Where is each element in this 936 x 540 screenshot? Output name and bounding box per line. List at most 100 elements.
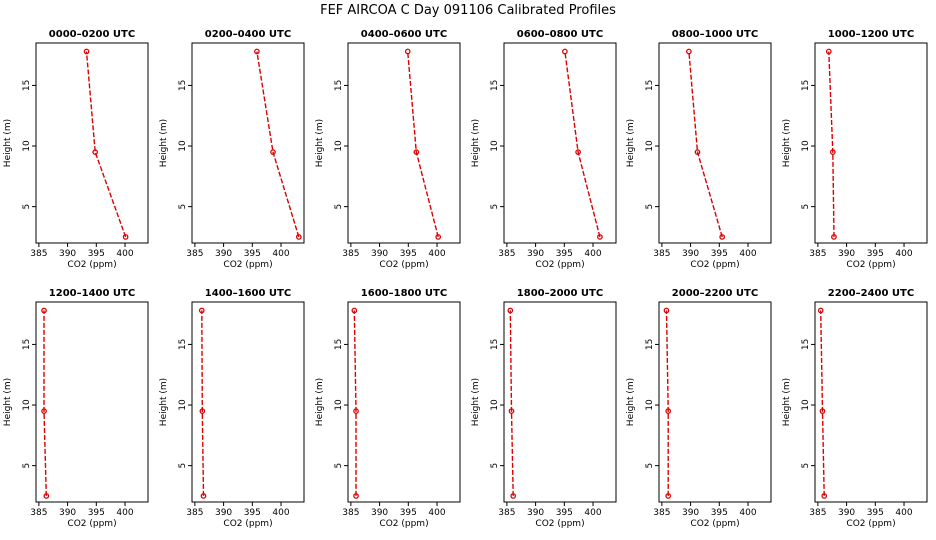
profile-line (665, 310, 669, 496)
profile-line (564, 51, 601, 238)
x-tick-label: 390 (527, 508, 544, 518)
data-point (825, 48, 832, 55)
x-axis-label: CO2 (ppm) (846, 519, 895, 529)
data-point (575, 149, 581, 155)
x-tick-label: 390 (682, 249, 699, 259)
y-tick-label: 5 (22, 204, 32, 210)
y-tick-label: 5 (801, 204, 811, 210)
profile-panel: 0200–0400 UTC 385 390 395 400 5 10 15 CO2 (ppm) H… (159, 29, 305, 270)
x-axis-label: CO2 (ppm) (223, 260, 272, 270)
data-point (353, 408, 359, 414)
data-point (831, 234, 837, 240)
y-tick-label: 10 (178, 140, 188, 152)
y-tick-label: 5 (801, 463, 811, 469)
x-tick-label: 395 (556, 508, 573, 518)
y-tick-label: 15 (801, 80, 811, 91)
x-tick-label: 385 (809, 508, 826, 518)
y-axis-label: Height (m) (3, 378, 13, 426)
x-tick-label: 390 (215, 249, 232, 259)
x-tick-label: 390 (59, 508, 76, 518)
y-tick-label: 5 (645, 463, 655, 469)
x-tick-label: 385 (30, 249, 47, 259)
y-tick-label: 15 (178, 339, 188, 350)
profile-line (407, 51, 439, 238)
x-tick-label: 400 (272, 508, 289, 518)
x-tick-label: 395 (867, 249, 884, 259)
data-point (41, 307, 47, 314)
plot-frame (35, 42, 149, 244)
x-tick-label: 385 (498, 508, 515, 518)
data-point (694, 149, 701, 155)
profile-panel: 1400–1600 UTC 385 390 395 400 5 10 15 CO2 (ppm) H… (159, 288, 305, 529)
plot-frame (503, 301, 617, 503)
data-point (663, 307, 670, 314)
y-axis-label: Height (m) (626, 378, 636, 426)
data-point (821, 493, 828, 499)
profile-panel: 2000–2200 UTC 385 390 395 400 5 10 15 CO2 (ppm) H… (626, 288, 772, 529)
x-tick-label: 385 (30, 508, 47, 518)
y-tick-label: 10 (645, 140, 655, 152)
panel-title: 0800–1000 UTC (672, 29, 758, 40)
panel-title: 1600–1800 UTC (361, 288, 447, 299)
y-tick-label: 15 (490, 339, 500, 350)
profile-line (828, 51, 835, 237)
y-axis-label: Height (m) (782, 119, 792, 167)
x-axis-label: CO2 (ppm) (690, 260, 739, 270)
data-point (404, 48, 411, 55)
y-axis-label: Height (m) (159, 119, 169, 167)
x-tick-label: 395 (867, 508, 884, 518)
x-tick-label: 385 (653, 249, 670, 259)
data-point (562, 48, 568, 55)
x-tick-label: 390 (838, 508, 855, 518)
x-axis-label: CO2 (ppm) (67, 519, 116, 529)
profile-line (201, 310, 205, 496)
profile-panel: 0600–0800 UTC 385 390 395 400 5 10 15 CO2 (ppm) H… (471, 29, 617, 270)
y-tick-label: 15 (22, 339, 32, 350)
y-tick-label: 10 (334, 140, 344, 152)
y-tick-label: 15 (645, 339, 655, 350)
x-tick-label: 385 (653, 508, 670, 518)
x-tick-label: 400 (895, 508, 912, 518)
x-tick-label: 400 (428, 508, 445, 518)
y-axis-label: Height (m) (315, 119, 325, 167)
x-tick-label: 390 (838, 249, 855, 259)
data-point (198, 307, 205, 314)
y-tick-label: 15 (334, 339, 344, 350)
data-point (510, 493, 517, 499)
y-tick-label: 15 (645, 80, 655, 91)
x-axis-label: CO2 (ppm) (846, 260, 895, 270)
x-tick-label: 395 (88, 249, 105, 259)
profile-line (43, 310, 47, 496)
x-tick-label: 385 (186, 508, 203, 518)
profile-panel: 1200–1400 UTC 385 390 395 400 5 10 15 CO2 (ppm) H… (3, 288, 149, 529)
data-point (686, 48, 692, 55)
data-point (295, 234, 302, 240)
plot-frame (814, 42, 928, 244)
y-tick-label: 10 (490, 140, 500, 152)
panel-title: 0400–0600 UTC (361, 29, 447, 40)
data-point (719, 234, 726, 240)
x-axis-label: CO2 (ppm) (223, 519, 272, 529)
panel-title: 0200–0400 UTC (205, 29, 291, 40)
plot-frame (658, 301, 772, 503)
data-point (665, 493, 672, 499)
x-tick-label: 395 (556, 249, 573, 259)
y-tick-label: 15 (801, 339, 811, 350)
y-tick-label: 10 (178, 399, 188, 411)
profile-panel: 1600–1800 UTC 385 390 395 400 5 10 15 CO2 (ppm) H… (315, 288, 461, 529)
x-tick-label: 390 (59, 249, 76, 259)
x-tick-label: 395 (244, 508, 261, 518)
x-tick-label: 395 (400, 508, 417, 518)
data-point (122, 234, 129, 240)
data-point (270, 149, 276, 155)
x-tick-label: 385 (342, 508, 359, 518)
y-tick-label: 15 (334, 80, 344, 91)
x-tick-label: 400 (272, 249, 289, 259)
y-tick-label: 5 (178, 204, 188, 210)
y-axis-label: Height (m) (626, 119, 636, 167)
y-axis-label: Height (m) (471, 378, 481, 426)
profile-panel: 0000–0200 UTC 385 390 395 400 5 10 15 CO2 (ppm) H… (3, 29, 149, 270)
panel-title: 0600–0800 UTC (517, 29, 603, 40)
y-tick-label: 5 (645, 204, 655, 210)
panel-title: 2000–2200 UTC (672, 288, 758, 299)
